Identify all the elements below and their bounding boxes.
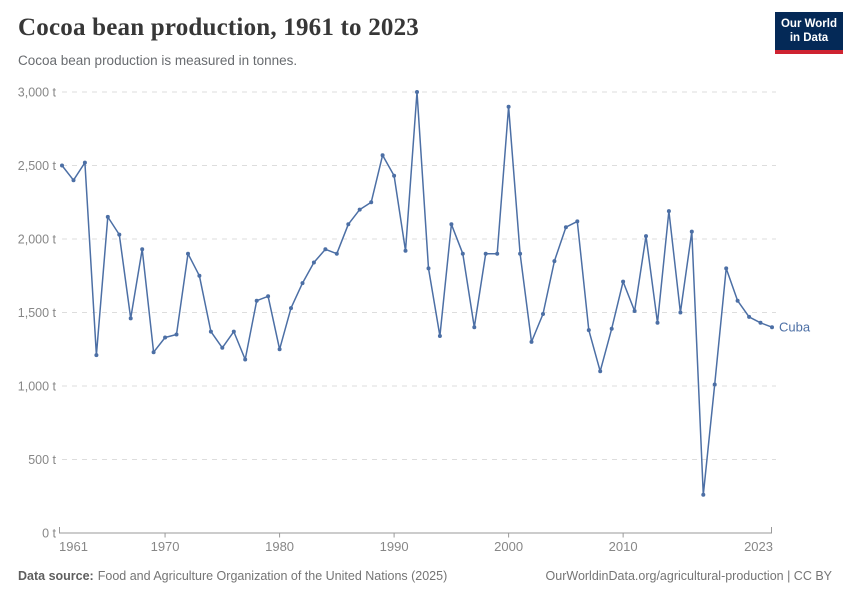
data-point[interactable]	[518, 251, 523, 256]
data-point[interactable]	[163, 335, 168, 340]
data-point[interactable]	[575, 219, 580, 224]
data-point[interactable]	[552, 259, 557, 264]
data-point[interactable]	[220, 345, 225, 350]
x-axis-label: 1961	[59, 539, 88, 554]
x-axis-label: 2023	[744, 539, 773, 554]
y-axis-label: 2,000 t	[18, 232, 57, 246]
page-title: Cocoa bean production, 1961 to 2023	[18, 14, 420, 41]
data-point[interactable]	[621, 279, 626, 284]
data-point[interactable]	[586, 328, 591, 333]
data-point[interactable]	[666, 209, 671, 214]
data-point[interactable]	[495, 251, 500, 256]
y-axis-label: 3,000 t	[18, 85, 57, 99]
data-point[interactable]	[415, 90, 419, 94]
data-point[interactable]	[300, 281, 305, 286]
data-point[interactable]	[346, 222, 351, 227]
data-point[interactable]	[437, 334, 442, 338]
data-point[interactable]	[357, 207, 362, 212]
data-source-text: Food and Agriculture Organization of the…	[97, 569, 448, 583]
data-point[interactable]	[140, 247, 145, 252]
data-point[interactable]	[632, 309, 637, 313]
data-point[interactable]	[128, 316, 133, 321]
data-point[interactable]	[186, 251, 190, 256]
data-point[interactable]	[117, 232, 122, 237]
data-point[interactable]	[655, 320, 660, 325]
y-axis-label: 2,500 t	[18, 159, 57, 173]
data-point[interactable]	[403, 248, 408, 253]
data-source-label: Data source:	[18, 569, 94, 583]
data-source: Data source: Food and Agriculture Organiz…	[18, 569, 447, 583]
data-point[interactable]	[541, 312, 545, 316]
data-point[interactable]	[208, 329, 213, 334]
data-point[interactable]	[735, 298, 740, 303]
data-point[interactable]	[231, 329, 236, 334]
x-axis-label: 1990	[380, 539, 409, 554]
data-point[interactable]	[369, 200, 374, 205]
data-point[interactable]	[472, 325, 477, 330]
data-point[interactable]	[770, 325, 774, 330]
chart-footer: Data source: Food and Agriculture Organiz…	[18, 569, 832, 583]
y-axis-label: 0 t	[42, 526, 56, 540]
data-point[interactable]	[311, 260, 316, 265]
data-point[interactable]	[174, 332, 179, 337]
data-point[interactable]	[151, 350, 156, 355]
data-point[interactable]	[82, 160, 87, 165]
data-point[interactable]	[243, 357, 248, 362]
data-point[interactable]	[644, 234, 648, 239]
data-point[interactable]	[289, 306, 293, 311]
data-point[interactable]	[747, 314, 752, 319]
data-point[interactable]	[701, 492, 706, 497]
data-point[interactable]	[609, 326, 614, 331]
owid-logo-line1: Our World	[780, 18, 837, 30]
data-point[interactable]	[334, 251, 339, 256]
x-axis-label: 2000	[494, 539, 523, 554]
data-point[interactable]	[94, 353, 99, 358]
chart-subtitle: Cocoa bean production is measured in ton…	[18, 53, 298, 68]
data-point[interactable]	[105, 214, 110, 219]
data-point[interactable]	[563, 225, 568, 230]
data-point[interactable]	[71, 178, 76, 183]
data-point[interactable]	[678, 310, 683, 315]
data-point[interactable]	[483, 251, 488, 256]
series-line-cuba[interactable]	[61, 91, 773, 496]
data-point[interactable]	[380, 153, 385, 158]
data-point[interactable]	[689, 229, 694, 234]
data-point[interactable]	[266, 294, 271, 299]
data-point[interactable]	[254, 298, 259, 303]
data-point[interactable]	[60, 163, 64, 168]
data-point[interactable]	[449, 222, 454, 227]
credit-link[interactable]: OurWorldinData.org/agricultural-producti…	[545, 569, 832, 583]
data-point[interactable]	[197, 273, 202, 278]
y-axis-label: 1,500 t	[18, 306, 57, 320]
x-axis-label: 2010	[609, 539, 638, 554]
owid-logo-line2: in Data	[789, 32, 829, 45]
data-point[interactable]	[323, 247, 328, 252]
data-point[interactable]	[277, 347, 282, 352]
x-axis-label: 1980	[265, 539, 294, 554]
series-label-cuba[interactable]: Cuba	[779, 320, 811, 335]
chart[interactable]: 0 t 500 t 1,000 t 1,500 t 2,000 t 2,500 t 3,00…	[0, 0, 850, 560]
data-point[interactable]	[392, 173, 397, 178]
data-point[interactable]	[758, 320, 763, 325]
data-point[interactable]	[598, 369, 603, 374]
y-axis-label: 500 t	[28, 453, 56, 467]
data-point[interactable]	[426, 266, 431, 271]
owid-logo[interactable]: Our World in Data	[775, 12, 843, 54]
data-point[interactable]	[712, 382, 717, 387]
data-point[interactable]	[724, 266, 729, 271]
data-point[interactable]	[460, 251, 465, 256]
data-point[interactable]	[529, 339, 534, 344]
y-axis-label: 1,000 t	[18, 379, 57, 393]
x-axis-label: 1970	[151, 539, 180, 554]
data-point[interactable]	[506, 104, 511, 109]
